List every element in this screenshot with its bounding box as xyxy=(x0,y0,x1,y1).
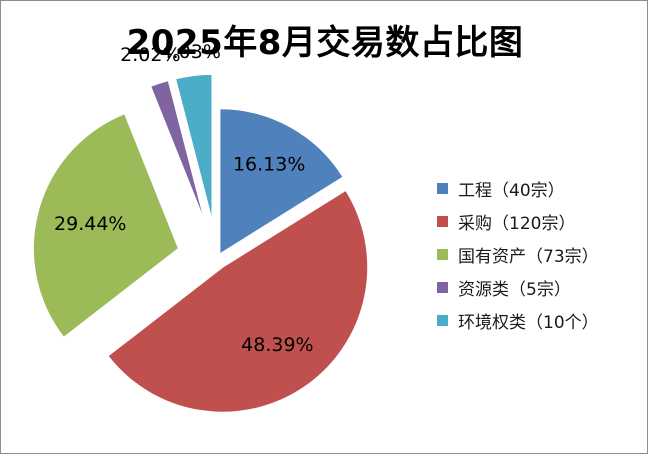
pie-slice xyxy=(175,73,213,220)
legend-swatch xyxy=(437,215,448,227)
legend-label: 资源类（5宗） xyxy=(458,279,571,300)
legend-item: 国有资产（73宗） xyxy=(437,243,599,267)
slice-data-label: 4.03% xyxy=(161,41,221,63)
slice-data-label: 48.39% xyxy=(241,334,313,356)
legend-item: 工程（40宗） xyxy=(437,177,599,201)
legend-label: 环境权类（10个） xyxy=(458,312,599,333)
legend-label: 工程（40宗） xyxy=(458,180,565,201)
legend-swatch xyxy=(437,314,448,326)
slice-data-label: 16.13% xyxy=(233,154,305,176)
chart-title: 2025年8月交易数占比图 xyxy=(126,23,524,63)
chart-legend: 工程（40宗） 采购（120宗） 国有资产（73宗） 资源类（5宗） 环境权类（10个） xyxy=(437,177,599,333)
legend-item: 资源类（5宗） xyxy=(437,276,599,300)
slice-data-label: 29.44% xyxy=(54,213,126,235)
legend-swatch xyxy=(437,182,448,194)
pie-slice xyxy=(32,113,180,338)
pie-slice xyxy=(150,80,206,222)
legend-swatch xyxy=(437,248,448,260)
pie-slice xyxy=(219,108,344,255)
pie-slice xyxy=(107,189,369,413)
legend-item: 环境权类（10个） xyxy=(437,309,599,333)
legend-swatch xyxy=(437,281,448,293)
legend-label: 国有资产（73宗） xyxy=(458,246,599,267)
slice-data-label: 2.02% xyxy=(120,44,180,66)
legend-item: 采购（120宗） xyxy=(437,210,599,234)
legend-label: 采购（120宗） xyxy=(458,213,576,234)
